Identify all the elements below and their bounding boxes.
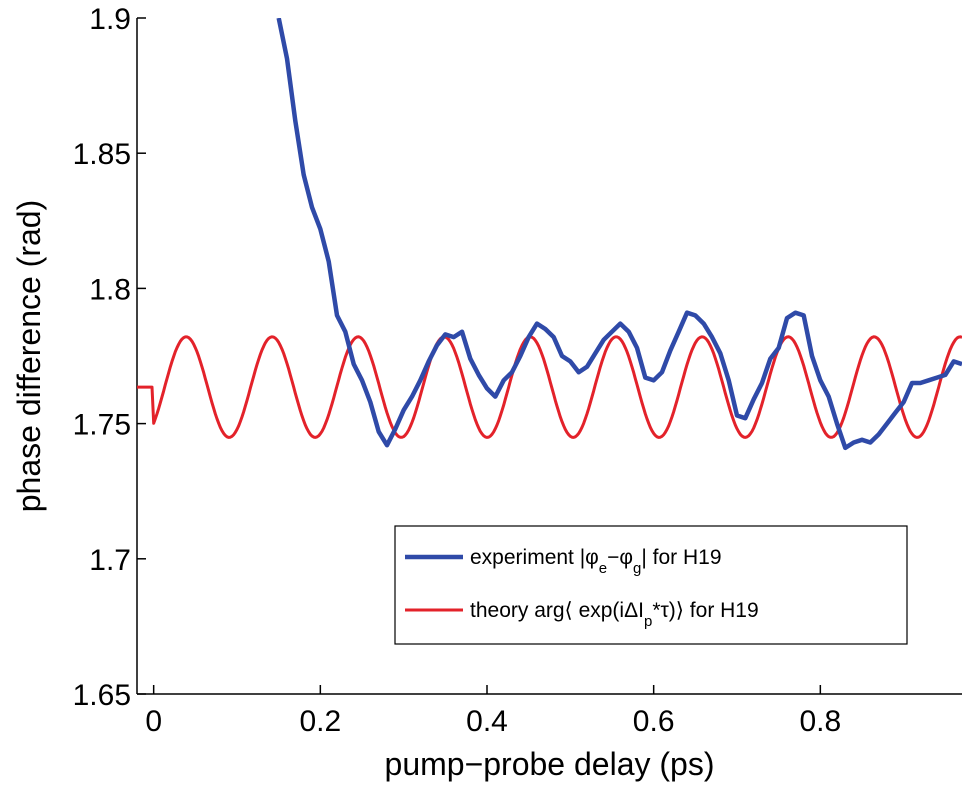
x-tick-label: 0.6 bbox=[633, 705, 675, 738]
y-tick-label: 1.7 bbox=[89, 544, 131, 577]
x-tick-label: 0.2 bbox=[299, 705, 341, 738]
experiment-legend-label: experiment |φe−φg| for H19 bbox=[470, 546, 722, 577]
y-tick-label: 1.65 bbox=[73, 679, 131, 712]
y-axis-label: phase difference (rad) bbox=[11, 200, 47, 512]
x-tick-label: 0.8 bbox=[799, 705, 841, 738]
x-axis: 0 0.2 0.4 0.6 0.8 bbox=[145, 685, 841, 738]
plot-frame bbox=[136, 18, 962, 695]
experiment-series-line bbox=[276, 18, 962, 451]
theory-series-line bbox=[137, 335, 962, 439]
y-tick-label: 1.8 bbox=[89, 273, 131, 306]
legend: experiment |φe−φg| for H19 theory arg⟨ ex… bbox=[394, 525, 908, 645]
legend-box bbox=[394, 525, 908, 645]
plot-lines bbox=[137, 18, 962, 451]
theory-legend-label: theory arg⟨ exp(iΔIp*τ)⟩ for H19 bbox=[470, 599, 759, 630]
y-tick-label: 1.75 bbox=[73, 409, 131, 442]
y-tick-label: 1.85 bbox=[73, 138, 131, 171]
x-axis-label: pump−probe delay (ps) bbox=[385, 746, 715, 782]
y-tick-label: 1.9 bbox=[89, 3, 131, 36]
y-axis: 1.65 1.7 1.75 1.8 1.85 1.9 bbox=[73, 3, 146, 712]
x-tick-label: 0 bbox=[145, 705, 162, 738]
x-tick-label: 0.4 bbox=[466, 705, 508, 738]
